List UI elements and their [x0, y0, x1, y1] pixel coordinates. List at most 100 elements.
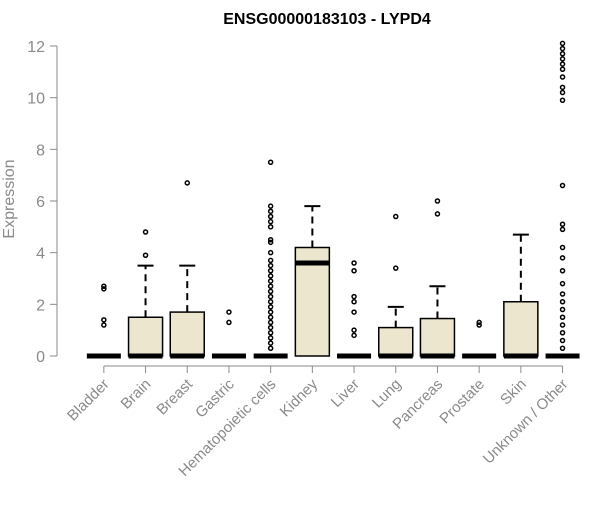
outlier-point: [267, 237, 274, 243]
x-tick-label: Prostate: [436, 376, 488, 428]
outlier-point: [267, 213, 274, 220]
outlier-point: [267, 340, 274, 346]
outlier-point: [559, 280, 566, 287]
outlier-point: [267, 309, 274, 315]
box: [503, 301, 539, 357]
outlier-point: [559, 244, 566, 251]
outlier-point: [184, 180, 190, 186]
box: [419, 317, 456, 357]
outlier-point: [434, 198, 441, 204]
outlier-point: [559, 45, 566, 52]
box: [294, 246, 331, 357]
outlier-point: [267, 283, 274, 289]
boxes: [86, 40, 580, 359]
outlier-point: [267, 314, 274, 320]
outlier-point: [351, 268, 357, 274]
x-tick-label: Bladder: [64, 376, 113, 425]
box: [169, 311, 205, 357]
x-tick-label: Breast: [153, 375, 196, 418]
outlier-point: [267, 293, 274, 300]
chart-title: ENSG00000183103 - LYPD4: [223, 11, 431, 28]
box-group: [86, 283, 121, 359]
outlier-point: [393, 213, 399, 220]
outlier-point: [559, 322, 566, 328]
outlier-point: [267, 319, 274, 326]
outlier-point: [267, 224, 274, 230]
outlier-point: [559, 89, 566, 96]
outlier-point: [267, 249, 274, 256]
x-tick-label: Skin: [497, 376, 530, 409]
outlier-point: [559, 66, 566, 72]
x-tick-label: Kidney: [277, 375, 322, 420]
outlier-point: [267, 239, 274, 246]
outlier-point: [267, 330, 274, 336]
outlier-point: [559, 40, 566, 47]
outlier-point: [101, 322, 107, 328]
outlier-point: [142, 229, 149, 235]
box-group: [294, 205, 331, 357]
outlier-point: [351, 260, 357, 266]
outlier-point: [101, 317, 107, 323]
outlier-point: [267, 273, 274, 279]
outlier-point: [476, 322, 482, 328]
y-tick-label: 2: [36, 297, 45, 314]
outlier-point: [267, 218, 274, 225]
y-axis: 0 2 4 6 8 10 12: [27, 39, 58, 366]
outlier-point: [559, 291, 566, 297]
outlier-point: [351, 309, 357, 315]
outlier-point: [267, 262, 274, 269]
y-tick-label: 10: [27, 91, 45, 108]
outlier-point: [267, 159, 274, 165]
box-group: [503, 233, 539, 359]
outlier-point: [559, 74, 566, 80]
outlier-point: [393, 265, 399, 271]
outlier-point: [267, 203, 274, 209]
outlier-point: [559, 97, 566, 103]
box-group: [337, 260, 372, 359]
box-group: [253, 159, 288, 359]
outlier-point: [559, 299, 566, 305]
box: [378, 326, 414, 357]
y-tick-label: 6: [36, 194, 45, 211]
y-tick-label: 0: [36, 349, 45, 366]
box-group: [169, 180, 205, 359]
outlier-point: [226, 319, 232, 326]
outlier-point: [267, 299, 274, 305]
outlier-point: [267, 288, 274, 295]
outlier-point: [559, 268, 566, 274]
outlier-point: [559, 337, 566, 344]
outlier-point: [559, 56, 566, 62]
outlier-point: [351, 293, 357, 300]
y-tick-label: 4: [36, 246, 45, 263]
outlier-point: [267, 345, 274, 351]
outlier-point: [267, 278, 274, 284]
x-tick-label: Brain: [118, 376, 155, 413]
box-group: [211, 309, 246, 359]
outlier-point: [559, 226, 566, 233]
outlier-point: [267, 324, 274, 331]
outlier-point: [267, 304, 274, 310]
outlier-point: [559, 51, 566, 57]
box-group: [545, 40, 580, 359]
outlier-point: [559, 330, 566, 336]
outlier-point: [351, 299, 357, 305]
x-tick-label: Liver: [328, 376, 363, 411]
outlier-point: [351, 332, 357, 339]
outlier-point: [559, 345, 566, 351]
y-tick-label: 8: [36, 142, 45, 159]
outlier-point: [226, 309, 232, 315]
outlier-point: [101, 283, 107, 289]
outlier-point: [267, 208, 274, 215]
outlier-point: [559, 255, 566, 261]
outlier-point: [351, 327, 357, 333]
outlier-point: [559, 182, 566, 189]
y-axis-label: Expression: [1, 159, 18, 238]
outlier-point: [559, 306, 566, 313]
outlier-point: [434, 211, 441, 217]
x-tick-label: Lung: [369, 376, 405, 412]
outlier-point: [559, 61, 566, 67]
box-group: [127, 229, 164, 359]
